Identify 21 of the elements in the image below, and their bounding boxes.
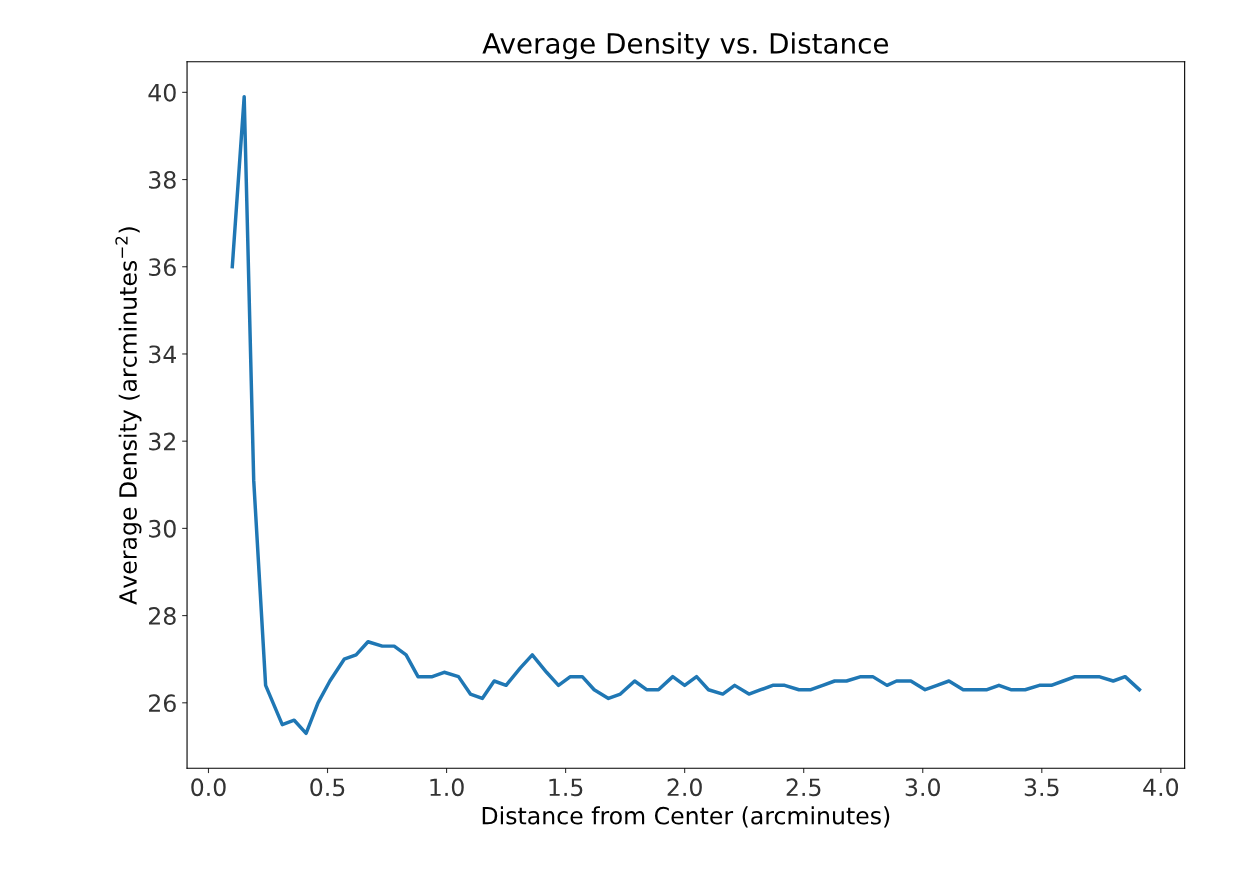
x-tick-label: 2.0 [667, 778, 702, 797]
x-tick-label: 4.0 [1143, 778, 1179, 797]
x-axis-title: Distance from Center (arcminutes) [482, 806, 890, 828]
x-tick-label: 2.5 [786, 778, 821, 797]
x-tick-label: 1.0 [430, 778, 464, 797]
y-tick-label: 26 [149, 694, 176, 713]
y-tick-label: 32 [149, 432, 175, 451]
y-tick-label: 36 [149, 258, 176, 277]
x-tick-label: 3.0 [905, 778, 940, 797]
y-tick-label: 28 [149, 607, 176, 625]
x-tick-label: 0.5 [310, 778, 345, 797]
x-tick-label: 3.5 [1024, 778, 1059, 797]
x-tick-label: 0.0 [191, 778, 226, 797]
y-tick-label: 40 [148, 83, 176, 102]
y-tick-label: 30 [149, 519, 176, 538]
chart-title: Average Density vs. Distance [482, 32, 889, 60]
x-tick-label: 1.5 [549, 778, 583, 797]
y-tick-label: 38 [149, 170, 176, 189]
line-series [230, 94, 1142, 736]
y-axis-title: Average Density (arcminutes$^{−2}$) [115, 227, 142, 605]
y-tick-label: 34 [149, 345, 176, 364]
